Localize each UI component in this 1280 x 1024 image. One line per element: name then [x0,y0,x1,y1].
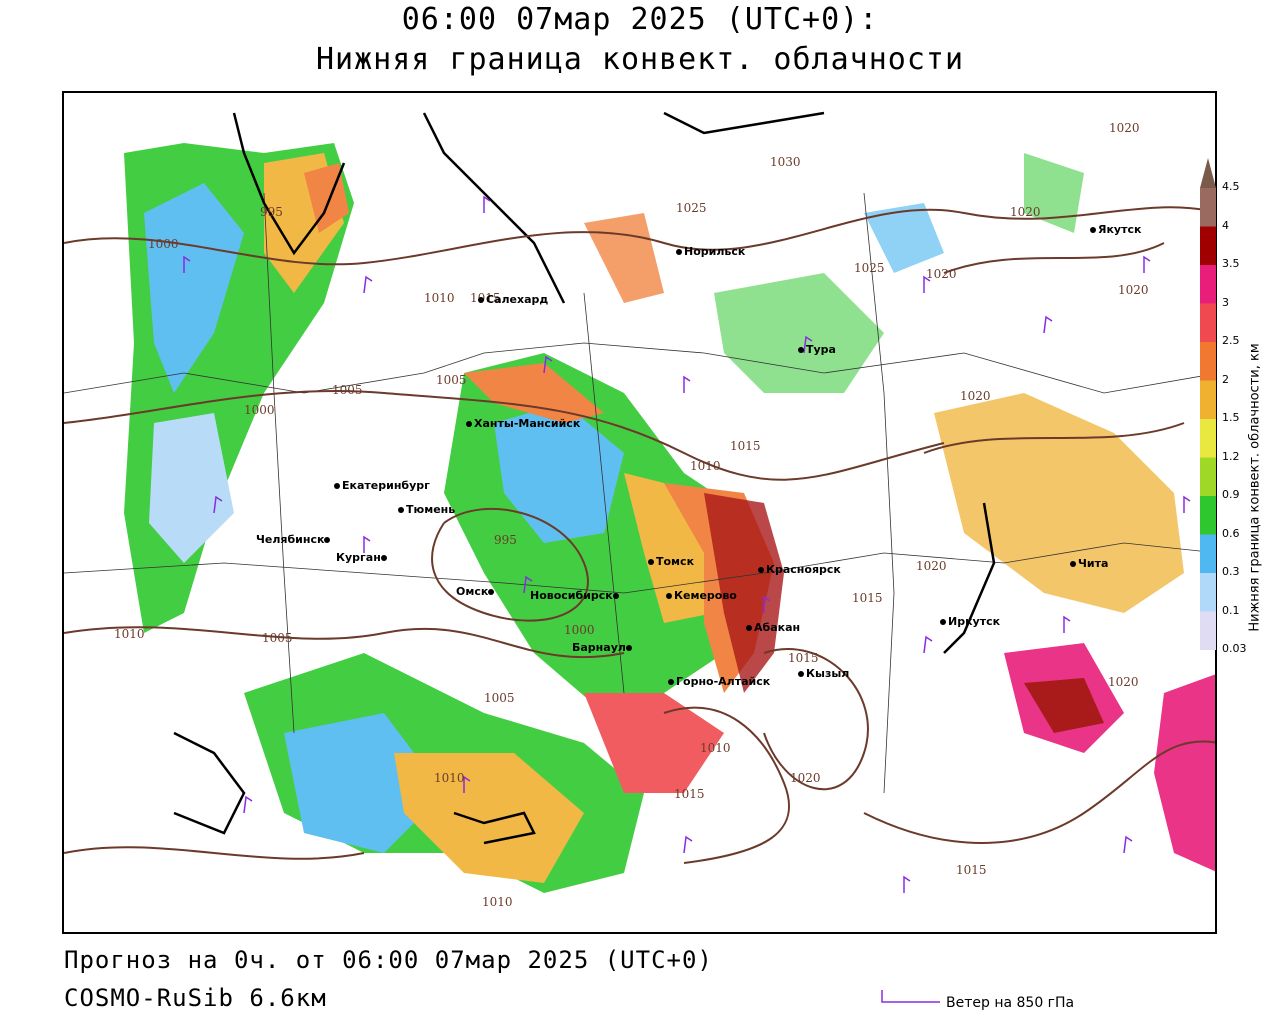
city-chelyabinsk: Челябинск [256,533,332,546]
isobar-label: 1015 [470,291,501,305]
weather-map: 1030 1025 1025 1020 1020 1020 1020 1020 … [62,91,1217,934]
isobar-label: 995 [494,533,517,547]
isobar-label: 1020 [916,559,947,573]
isobar-label: 1010 [424,291,455,305]
legend-swatch [1200,380,1216,419]
isobar-label: 1020 [960,389,991,403]
city-gorno-altaysk: Горно-Алтайск [668,675,770,688]
city-khanty-mansiysk: Ханты-Мансийск [466,417,580,430]
city-tomsk: Томск [648,555,694,568]
city-yekaterinburg: Екатеринбург [334,479,430,492]
isobars [64,206,1215,864]
legend-level-label: 0.6 [1222,526,1240,540]
city-irkutsk: Иркутск [940,615,1000,628]
city-norilsk: Норильск [676,245,745,258]
legend-level-label: 1.5 [1222,411,1240,424]
isobar-label: 1000 [564,623,595,637]
model-name: COSMO-RuSib 6.6км [64,984,327,1012]
city-chita: Чита [1070,557,1108,570]
wind-barb-icon [881,990,940,1003]
map-graphics [64,111,1215,893]
legend-swatch [1200,419,1216,458]
legend-swatch [1200,265,1216,304]
legend-swatch [1200,611,1216,650]
city-abakan: Абакан [746,621,800,634]
city-omsk: Омск [456,585,496,598]
isobar-label: 1020 [1010,205,1041,219]
legend-swatch [1200,226,1216,265]
isobar-label: 1025 [676,201,707,215]
isobar-label: 1015 [956,863,987,877]
isobar-label: 1020 [1109,121,1140,135]
isobar-label: 1015 [788,651,819,665]
city-kurgan: Курган [336,551,389,564]
wind-key: Ветер на 850 гПа [880,988,1140,1014]
legend-level-label: 1.2 [1222,449,1240,463]
isobar-label: 1015 [852,591,883,605]
isobar-label: 1020 [926,267,957,281]
city-tyumen: Тюмень [398,503,455,516]
legend-level-label: 4 [1222,218,1229,232]
city-krasnoyarsk: Красноярск [758,563,841,576]
legend-level-label: 0.1 [1222,603,1240,617]
legend-swatch [1200,188,1216,227]
forecast-line: Прогноз на 0ч. от 06:00 07мар 2025 (UTC+… [64,946,713,974]
isobar-label: 1005 [436,373,467,387]
legend-level-label: 0.3 [1222,565,1240,578]
isobar-label: 1020 [1118,283,1149,297]
isobar-label: 1005 [484,691,515,705]
isobar-label: 1000 [148,237,179,251]
city-novosibirsk: Новосибирск [530,589,621,602]
city-kyzyl: Кызыл [798,667,849,680]
legend-title: Нижняя граница конвект. облачности, км [1247,343,1263,632]
title-line-1: 06:00 07мар 2025 (UTC+0): [401,2,879,37]
legend-colorbar [1200,158,1216,650]
isobar-label: 1020 [1108,675,1139,689]
isobar-label: 1030 [770,155,801,169]
isobar-label: 1010 [482,895,513,909]
cloud-patches [124,143,1215,893]
isobar-label: 1010 [690,459,721,473]
legend-swatch [1200,534,1216,573]
legend-level-label: 3 [1222,295,1229,309]
isobar-label: 1005 [262,631,293,645]
isobar-label: 1000 [244,403,275,417]
legend-arrow-top [1200,158,1216,188]
coastline [173,111,996,845]
city-tura: Тура [798,343,836,356]
legend-level-label: 2 [1222,372,1229,386]
isobar-label: 1010 [114,627,145,641]
city-kemerovo: Кемерово [666,589,737,602]
legend-level-label: 0.03 [1222,642,1247,655]
isobar-label: 995 [260,205,283,219]
legend-swatch [1200,303,1216,342]
boundaries [64,192,1215,794]
city-salekhard: Салехард [478,293,548,306]
legend-swatch [1200,342,1216,381]
legend-level-label: 3.5 [1222,257,1240,270]
city-barnaul: Барнаул [572,641,634,654]
legend-level-label: 4.5 [1222,180,1240,193]
isobar-label: 1025 [854,261,885,275]
isobar-label: 1020 [790,771,821,785]
isobar-label: 1015 [674,787,705,801]
isobar-label: 1005 [332,383,363,397]
isobar-label: 1015 [730,439,761,453]
wind-barbs [183,195,1191,893]
legend-swatch [1200,573,1216,612]
isobar-label: 1010 [434,771,465,785]
isobar-label: 1010 [700,741,731,755]
city-yakutsk: Якутск [1090,223,1141,236]
wind-key-label: Ветер на 850 гПа [946,995,1075,1011]
legend-level-label: 2.5 [1222,334,1240,347]
legend-level-label: 0.9 [1222,488,1240,501]
title-line-2: Нижняя граница конвект. облачности [315,42,965,77]
legend-swatch [1200,457,1216,496]
legend-swatch [1200,496,1216,535]
